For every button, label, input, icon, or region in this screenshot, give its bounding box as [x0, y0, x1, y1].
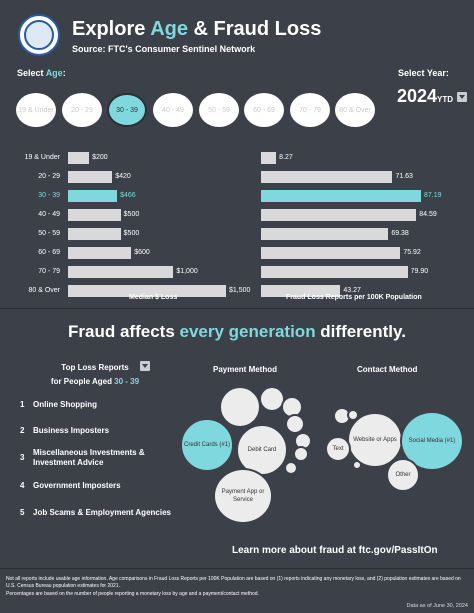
age-category-label: 50 - 59 — [38, 230, 60, 237]
bar-value-label: 79.90 — [410, 268, 429, 275]
bar-value-label: 84.59 — [419, 211, 437, 218]
median-loss-bar[interactable] — [68, 247, 132, 259]
bar-value-label: $500 — [123, 230, 140, 237]
reports-per-100k-chart-title: Fraud Loss Reports per 100K Population — [286, 294, 422, 301]
bar-value-label: 71.63 — [395, 173, 413, 180]
rank-number: 5 — [20, 508, 25, 517]
bar-value-label: 8.27 — [279, 154, 293, 161]
bar-value-label: 69.38 — [391, 230, 409, 237]
data-as-of: Data as of June 30, 2024 — [406, 603, 468, 609]
median-loss-bar[interactable] — [68, 152, 90, 164]
age-button-70-79[interactable]: 70 - 79 — [290, 93, 330, 127]
age-category-label: 20 - 29 — [38, 173, 60, 180]
top-reports-dropdown-arrow-icon[interactable] — [140, 361, 150, 371]
bar-value-label: $600 — [134, 249, 150, 256]
median-loss-bar[interactable] — [68, 190, 118, 202]
learn-more-link[interactable]: Learn more about fraud at ftc.gov/PassIt… — [232, 545, 438, 556]
median-loss-bar[interactable] — [68, 209, 121, 221]
rank-number: 4 — [20, 481, 25, 490]
top-report-item: Job Scams & Employment Agencies — [33, 508, 171, 517]
reports-per-100k-bar[interactable] — [261, 171, 393, 183]
payment-bubble — [285, 414, 305, 434]
bar-value-label: $420 — [115, 173, 131, 180]
payment-bubble-credit-cards[interactable]: Credit Cards (#1) — [180, 418, 234, 472]
rank-number: 3 — [20, 453, 25, 462]
reports-per-100k-bar[interactable] — [261, 190, 421, 202]
rank-number: 1 — [20, 400, 25, 409]
reports-per-100k-bar[interactable] — [261, 209, 417, 221]
payment-method-title: Payment Method — [213, 365, 278, 374]
page-subtitle: Source: FTC's Consumer Sentinel Network — [72, 44, 256, 54]
top-report-item: Online Shopping — [33, 400, 97, 409]
age-button-30-39[interactable]: 30 - 39 — [107, 93, 147, 127]
reports-per-100k-bar[interactable] — [261, 152, 277, 164]
median-loss-bar[interactable] — [68, 285, 226, 297]
age-button-50-59[interactable]: 50 - 59 — [199, 93, 239, 127]
contact-bubble-text[interactable]: Text — [325, 436, 351, 462]
age-category-label: 19 & Under — [24, 154, 60, 161]
footnote: Percentages are based on the number of p… — [6, 591, 259, 597]
age-category-label: 70 - 79 — [38, 268, 60, 275]
top-report-item: Business Imposters — [33, 426, 110, 435]
payment-bubble — [219, 386, 261, 428]
bar-value-label: $466 — [120, 192, 136, 199]
reports-per-100k-bar[interactable] — [261, 266, 408, 278]
contact-bubble-website[interactable]: Website or Apps — [347, 412, 403, 468]
select-age-label: Select Age: — [17, 68, 66, 78]
rank-number: 2 — [20, 426, 25, 435]
bar-value-label: 87.19 — [424, 192, 442, 199]
bar-value-label: $1,000 — [176, 268, 198, 275]
payment-bubble — [284, 461, 298, 475]
age-button-40-49[interactable]: 40 - 49 — [153, 93, 193, 127]
contact-method-title: Contact Method — [357, 365, 418, 374]
age-category-label: 60 - 69 — [38, 249, 60, 256]
bar-value-label: $500 — [123, 211, 140, 218]
age-button-80-over[interactable]: 80 & Over — [335, 93, 375, 127]
age-category-label: 40 - 49 — [38, 211, 60, 218]
footnote: Not all reports include usable age infor… — [6, 576, 461, 589]
median-loss-bar[interactable] — [68, 171, 113, 183]
contact-bubble-other[interactable]: Other — [386, 458, 420, 492]
top-report-item: Government Imposters — [33, 481, 121, 490]
bar-value-label: $200 — [92, 154, 108, 161]
payment-bubble-payment-app[interactable]: Payment App or Service — [213, 468, 273, 524]
bar-value-label: 43.27 — [343, 287, 361, 294]
median-loss-bar[interactable] — [68, 266, 174, 278]
section-divider — [0, 308, 474, 309]
payment-bubble — [293, 446, 309, 462]
bar-value-label: $1,500 — [229, 287, 251, 294]
age-category-label: 80 & Over — [28, 287, 60, 294]
reports-per-100k-bar[interactable] — [261, 247, 401, 259]
bar-value-label: 75.92 — [403, 249, 421, 256]
top-loss-reports-title: Top Loss Reports for People Aged 30 - 39 — [50, 363, 140, 386]
age-category-label: 30 - 39 — [38, 192, 60, 199]
median-loss-chart-title: Median $ Loss — [129, 294, 178, 301]
year-dropdown-arrow-icon[interactable] — [457, 92, 467, 102]
top-report-item: Miscellaneous Investments & Investment A… — [33, 448, 145, 467]
reports-per-100k-bar[interactable] — [261, 285, 341, 297]
age-button-60-69[interactable]: 60 - 69 — [244, 93, 284, 127]
headline: Fraud affects every generation different… — [68, 322, 406, 341]
ftc-seal-logo — [18, 14, 60, 56]
median-loss-bar[interactable] — [68, 228, 121, 240]
footer-divider — [0, 568, 474, 569]
select-year-label: Select Year: — [398, 68, 449, 78]
age-button-19-under[interactable]: 19 & Under — [16, 93, 56, 127]
reports-per-100k-bar[interactable] — [261, 228, 389, 240]
year-dropdown-value[interactable]: 2024YTD — [397, 86, 454, 106]
age-button-20-29[interactable]: 20 - 29 — [62, 93, 102, 127]
page-title: Explore Age & Fraud Loss — [72, 18, 322, 40]
payment-bubble-debit-card[interactable]: Debit Card — [236, 424, 288, 476]
